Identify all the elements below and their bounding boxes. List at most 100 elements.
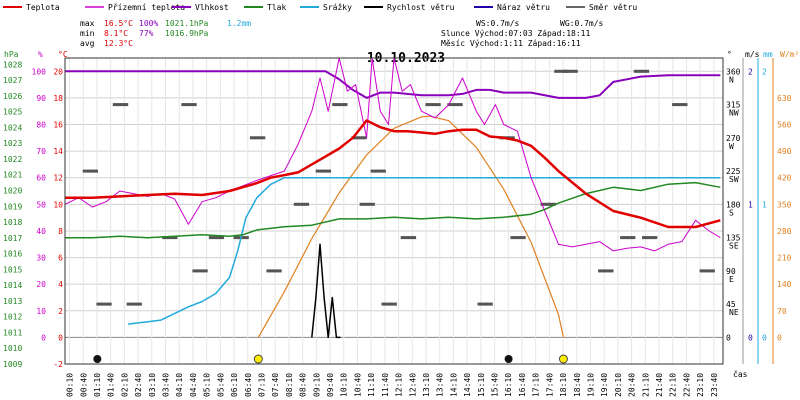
wind-direction-point bbox=[517, 236, 521, 240]
wind-direction-point bbox=[482, 302, 486, 306]
tick-time: 03:10 bbox=[148, 373, 157, 397]
legend: Teplota Přízemní teplota Vlhkost Tlak Sr… bbox=[3, 3, 637, 12]
tick-time: 21:40 bbox=[655, 373, 664, 397]
wind-direction-point bbox=[95, 169, 98, 173]
stat-max-temp: 16.5°C bbox=[104, 19, 133, 28]
wind-direction-point bbox=[386, 302, 390, 306]
wind-direction-point bbox=[413, 236, 417, 240]
tick-temp: 0 bbox=[58, 333, 63, 342]
stat-max-label: max bbox=[80, 19, 95, 28]
wind-direction-point bbox=[711, 269, 715, 273]
tick-time: 18:40 bbox=[573, 373, 582, 397]
wind-direction-point bbox=[162, 236, 166, 240]
tick-dir: 180 bbox=[726, 200, 741, 209]
tick-dir: 45 bbox=[726, 300, 736, 309]
wind-direction-point bbox=[378, 169, 381, 173]
series-slunce bbox=[257, 115, 564, 338]
wind-direction-point bbox=[194, 269, 198, 273]
wind-direction-point bbox=[169, 236, 173, 240]
wind-direction-point bbox=[707, 269, 710, 273]
wind-direction-point bbox=[278, 269, 282, 273]
wind-direction-point bbox=[572, 69, 576, 73]
tick-time: 17:10 bbox=[532, 373, 541, 397]
wind-direction-point bbox=[489, 302, 493, 306]
tick-temp: 20 bbox=[53, 67, 63, 76]
tick-wm2: 280 bbox=[777, 227, 792, 236]
wind-direction-point bbox=[363, 136, 367, 140]
wind-direction-point bbox=[174, 236, 178, 240]
wind-direction-point bbox=[646, 236, 650, 240]
wind-direction-point bbox=[382, 169, 386, 173]
wind-direction-point bbox=[216, 236, 220, 240]
wind-direction-point bbox=[193, 103, 197, 107]
wind-direction-point bbox=[98, 302, 102, 306]
tick-hpa: 1027 bbox=[3, 76, 22, 85]
wind-direction-point bbox=[192, 269, 196, 273]
stat-max-rain: 1.2mm bbox=[227, 19, 251, 28]
tick-wm2: 560 bbox=[777, 121, 792, 130]
legend-vitr: Rychlost větru bbox=[387, 3, 455, 12]
wind-direction-point bbox=[82, 169, 86, 173]
wind-direction-point bbox=[425, 103, 429, 107]
tick-time: 12:10 bbox=[395, 373, 404, 397]
legend-smer: Směr větru bbox=[589, 3, 637, 12]
wind-direction-point bbox=[266, 269, 270, 273]
tick-hpa: 1025 bbox=[3, 108, 22, 117]
sunset-marker bbox=[558, 354, 568, 364]
wind-direction-point bbox=[641, 69, 645, 73]
tick-time: 09:40 bbox=[326, 373, 335, 397]
wind-direction-point bbox=[362, 202, 366, 206]
tick-temp: 10 bbox=[53, 200, 63, 209]
series-vlhkost bbox=[65, 70, 721, 99]
tick-hpa: 1022 bbox=[3, 155, 22, 164]
wind-direction-point bbox=[126, 302, 130, 306]
wind-direction-point bbox=[480, 302, 483, 306]
wind-direction-point bbox=[117, 103, 121, 107]
tick-time: 20:40 bbox=[628, 373, 637, 397]
wind-direction-point bbox=[103, 302, 107, 306]
wind-direction-point bbox=[106, 302, 110, 306]
wind-direction-point bbox=[262, 136, 266, 140]
wind-direction-point bbox=[115, 103, 119, 107]
wind-direction-point bbox=[136, 302, 140, 306]
wind-direction-point bbox=[388, 302, 392, 306]
wind-direction-point bbox=[454, 103, 458, 107]
wind-direction-point bbox=[318, 169, 322, 173]
tick-hpa: 1009 bbox=[3, 360, 22, 369]
wind-direction-point bbox=[164, 236, 168, 240]
wind-direction-point bbox=[238, 236, 242, 240]
wind-direction-point bbox=[600, 269, 604, 273]
tick-time: 19:40 bbox=[600, 373, 609, 397]
tick-dir-name: N bbox=[729, 75, 734, 84]
wind-direction-point bbox=[254, 136, 258, 140]
wind-direction-point bbox=[328, 169, 332, 173]
tick-time: 20:10 bbox=[614, 373, 623, 397]
wind-direction-point bbox=[134, 302, 137, 306]
tick-pct: 40 bbox=[36, 227, 46, 236]
wind-direction-point bbox=[252, 136, 256, 140]
wind-direction-point bbox=[672, 103, 676, 107]
tick-wm2: 210 bbox=[777, 254, 792, 263]
tick-time: 08:10 bbox=[285, 373, 294, 397]
stat-min-label: min bbox=[80, 29, 95, 38]
wind-direction-point bbox=[381, 302, 385, 306]
wind-direction-point bbox=[339, 103, 343, 107]
tick-time: 10:40 bbox=[353, 373, 362, 397]
wind-direction-point bbox=[569, 69, 573, 73]
wind-direction-point bbox=[375, 169, 379, 173]
tick-temp: 2 bbox=[58, 307, 63, 316]
wind-direction-point bbox=[325, 169, 329, 173]
tick-dir-name: SE bbox=[729, 242, 739, 251]
wind-direction-point bbox=[188, 103, 192, 107]
tick-dir-name: NE bbox=[729, 308, 739, 317]
tick-temp: -2 bbox=[53, 360, 63, 369]
wind-direction-point bbox=[574, 69, 578, 73]
wind-direction-point bbox=[487, 302, 491, 306]
wind-direction-point bbox=[522, 236, 526, 240]
wind-direction-point bbox=[245, 236, 249, 240]
wind-direction-point bbox=[353, 136, 357, 140]
tick-time: 06:10 bbox=[230, 373, 239, 397]
wind-direction-point bbox=[271, 269, 275, 273]
wind-direction-point bbox=[334, 103, 338, 107]
